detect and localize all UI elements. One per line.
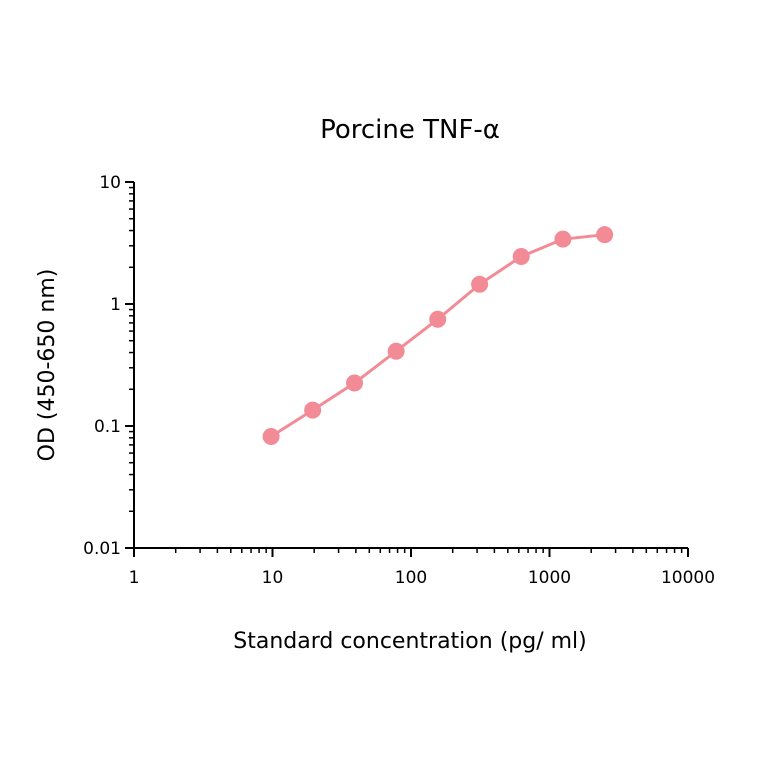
y-axis-label: OD (450-650 nm) (35, 269, 60, 462)
x-tick-label: 100 (395, 568, 427, 588)
data-point (554, 230, 572, 248)
series-line (270, 233, 605, 438)
x-tick-label: 10000 (661, 568, 715, 588)
x-axis-ticks (133, 548, 689, 557)
data-point (471, 275, 489, 293)
data-point (429, 310, 447, 328)
data-point (596, 226, 614, 244)
y-tick-label: 1 (110, 295, 121, 315)
y-tick-label: 0.01 (83, 539, 121, 559)
x-tick-label: 1000 (528, 568, 571, 588)
x-tick-label: 1 (129, 568, 140, 588)
data-point (346, 374, 364, 392)
data-point (262, 428, 280, 446)
data-points (262, 226, 614, 446)
chart-title: Porcine TNF-α (320, 115, 500, 145)
y-tick-label: 0.1 (94, 417, 121, 437)
data-point (512, 248, 530, 266)
x-tick-label: 10 (262, 568, 284, 588)
y-axis-ticks (125, 181, 134, 549)
data-point (387, 342, 405, 360)
x-axis-label: Standard concentration (pg/ ml) (233, 629, 586, 654)
data-point (304, 401, 322, 419)
y-tick-label: 10 (99, 173, 121, 193)
x-axis-tick-labels: 1 10 100 1000 10000 (129, 568, 715, 588)
y-axis-tick-labels: 0.01 0.1 1 10 (83, 173, 121, 559)
